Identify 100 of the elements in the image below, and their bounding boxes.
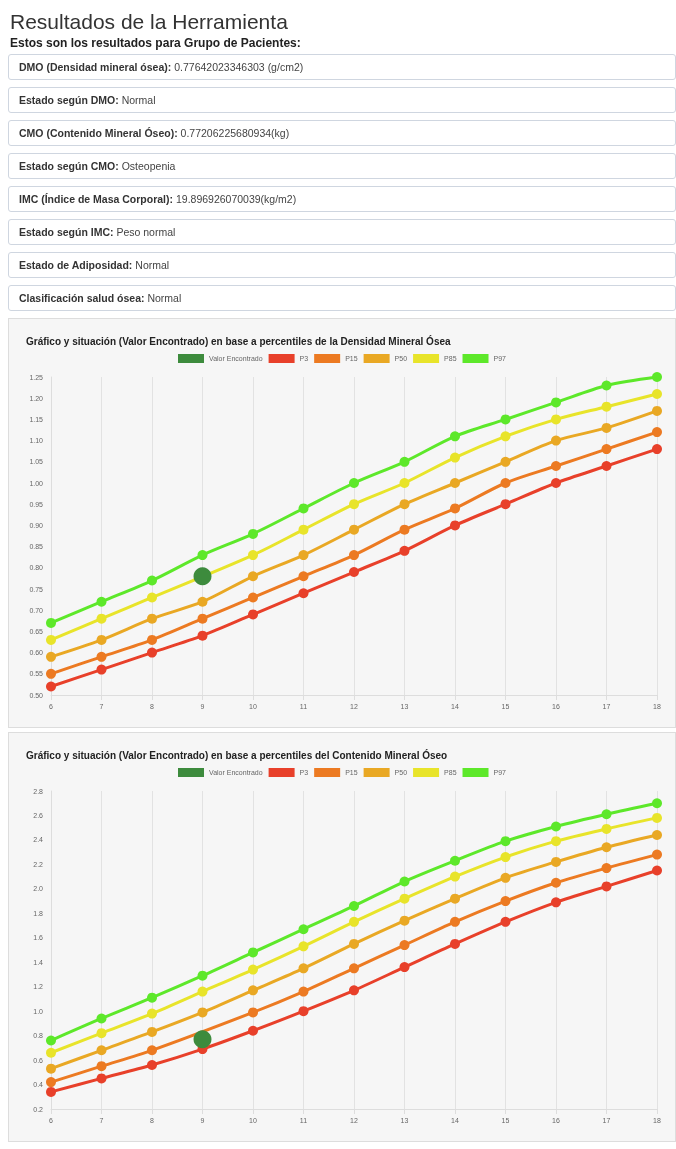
point [248,985,258,996]
point [147,1045,157,1056]
point [147,1059,157,1070]
point [652,798,662,809]
point [652,372,662,382]
point [147,613,157,624]
point [450,520,460,531]
point [96,651,107,662]
point [46,617,56,628]
point [96,634,107,645]
point [551,877,561,888]
point [450,916,460,927]
point [399,893,410,904]
point [601,842,612,853]
point [349,478,359,488]
point [46,651,56,662]
point [399,478,410,488]
chart-title: Gráfico y situación (Valor Encontrado) en base a percentiles del Contenido Mineral Óseo [26,748,448,761]
point [298,550,309,561]
point [551,414,561,425]
point [551,821,561,832]
point [551,478,561,488]
point [652,812,662,823]
point [298,924,309,935]
point [248,592,258,603]
point [147,1026,157,1037]
point [197,1007,208,1018]
point [601,422,612,433]
text: DMO (Densidad mineral ósea): 0.77642023346303 (g/cm2) [8,54,676,80]
point [197,596,208,607]
point [147,647,157,658]
text: Estos son los resultados para Grupo de Pacientes: [10,36,302,50]
text: IMC (Índice de Masa Corporal): 19.896926070039(kg/m2) [8,186,676,212]
point [147,1008,157,1019]
point [197,550,208,561]
text: Estado según CMO: Osteopenia [8,153,676,179]
point [601,461,612,472]
point [197,630,208,641]
point [248,571,258,582]
point [248,609,258,620]
point [46,1063,56,1074]
point [551,461,561,472]
point [46,634,56,645]
point [197,986,208,997]
text: Estado de Adiposidad: Normal [8,252,676,278]
point [399,524,410,535]
point [248,550,258,561]
point [652,427,662,438]
point [248,947,258,958]
point [349,550,359,561]
point [551,435,561,446]
point [298,941,309,952]
point [96,1061,107,1072]
point [96,596,107,607]
point [601,380,612,391]
point [652,865,662,876]
point [450,452,460,463]
point [298,963,309,974]
point [450,855,460,866]
point [551,856,561,867]
point [450,893,460,904]
point [500,852,511,863]
point [96,1013,107,1024]
point [500,499,511,510]
point [197,970,208,981]
point [652,830,662,841]
point [500,872,511,883]
point [450,478,460,488]
point [399,545,410,556]
point [298,503,309,514]
point [298,571,309,582]
point [46,1086,56,1097]
point [96,1028,107,1039]
point [450,503,460,514]
point [349,963,359,974]
point [399,915,410,926]
point [601,881,612,892]
point [349,499,359,510]
point [551,397,561,408]
point [46,1047,56,1058]
point [349,900,359,911]
point [399,456,410,467]
point [147,992,157,1003]
point [298,588,309,599]
point [46,1035,56,1046]
point [298,1006,309,1017]
point [248,1007,258,1018]
text: Clasificación salud ósea: Normal [8,285,676,311]
point [197,613,208,624]
point [349,985,359,996]
point [349,916,359,927]
point [399,499,410,510]
point [450,938,460,949]
point [601,863,612,874]
point [500,916,511,927]
point [46,668,56,679]
point [96,664,107,675]
point [652,444,662,455]
text: Estado según IMC: Peso normal [8,219,676,245]
point [500,478,511,488]
